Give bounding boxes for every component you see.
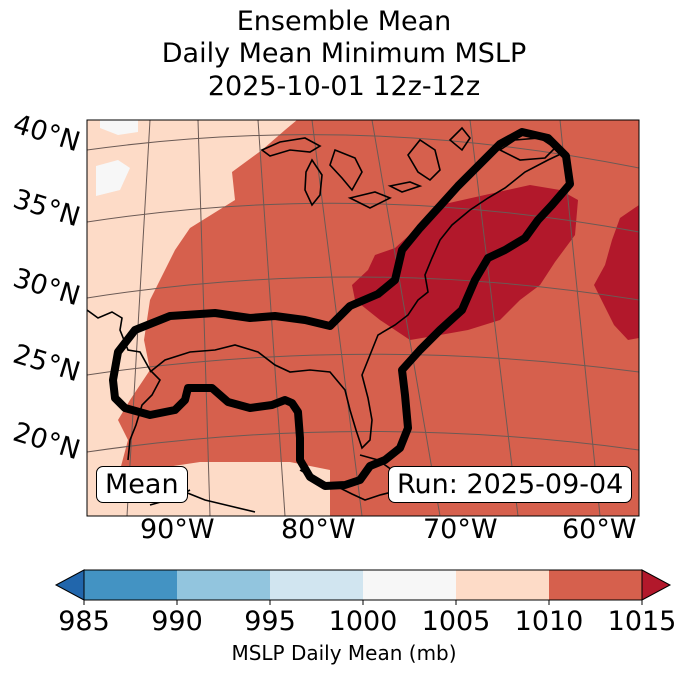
colorbar-tick-995: 995 [244, 606, 296, 637]
mslp-contour-1010 [109, 128, 574, 490]
colorbar-label: MSLP Daily Mean (mb) [231, 641, 457, 665]
colorbar-tick-985: 985 [58, 606, 110, 637]
lon-label-60w: 60°W [562, 514, 637, 545]
colorbar-tick-1010: 1010 [514, 606, 584, 637]
colorbar-bin-995-1000 [270, 570, 363, 600]
colorbar-tick-1005: 1005 [421, 606, 491, 637]
colorbar-bin-985-990 [84, 570, 177, 600]
colorbar-tick-1015: 1015 [607, 606, 677, 637]
lon-label-90w: 90°W [140, 514, 215, 545]
colorbar-bin-990-995 [177, 570, 270, 600]
title-line-2: Daily Mean Minimum MSLP [161, 38, 527, 69]
title-line-3: 2025-10-01 12z-12z [207, 71, 481, 102]
field-above-1015 [352, 185, 578, 340]
field-above-1015 [594, 205, 639, 340]
mean-label-box: Mean [96, 466, 188, 503]
map-frame [86, 119, 640, 517]
lon-label-70w: 70°W [423, 514, 498, 545]
colorbar-bin-1000-1005 [363, 570, 456, 600]
run-label-box: Run: 2025-09-04 [388, 466, 633, 503]
colorbar-tick-990: 990 [151, 606, 203, 637]
colorbar-bin-1010-1015 [549, 570, 642, 600]
colorbar-ticks [83, 600, 643, 605]
field-patch-1000 [96, 160, 130, 196]
field-patch-1000 [100, 120, 138, 135]
title-line-1: Ensemble Mean [236, 6, 452, 37]
colorbar-extend-low [54, 569, 85, 601]
lon-label-80w: 80°W [281, 514, 356, 545]
colorbar-bin-1005-1010 [456, 570, 549, 600]
colorbar-tick-1000: 1000 [328, 606, 398, 637]
colorbar-extend-high [641, 569, 672, 601]
